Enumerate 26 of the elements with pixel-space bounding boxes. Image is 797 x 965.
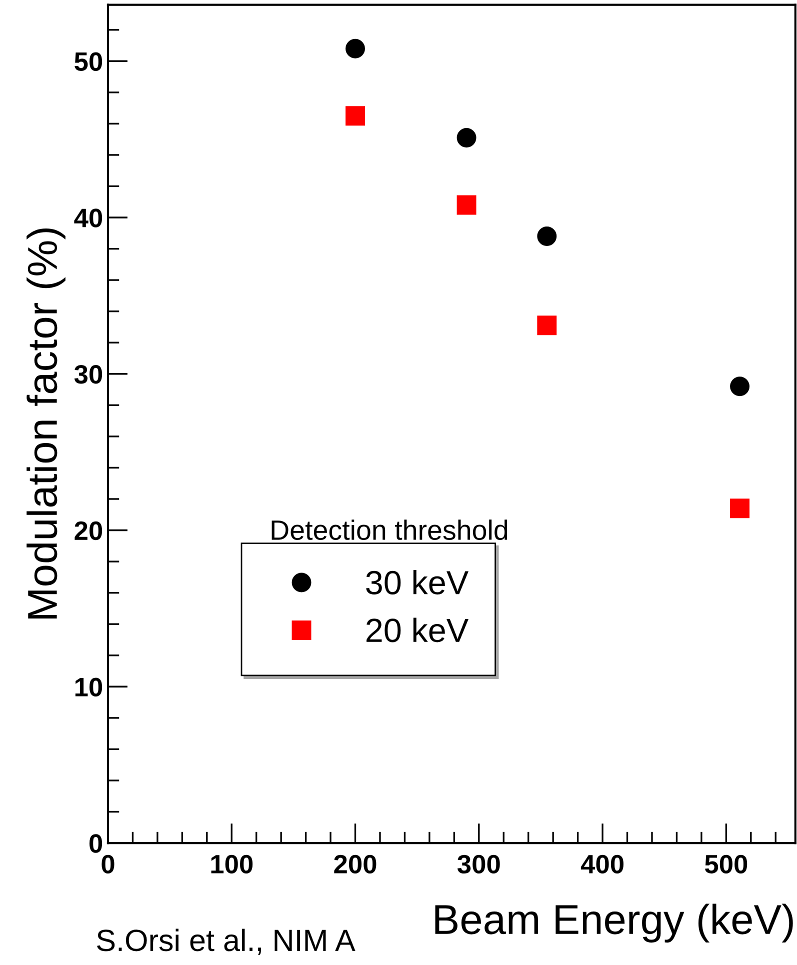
y-tick-label: 10 — [75, 678, 102, 696]
point — [346, 106, 365, 126]
point — [456, 195, 476, 215]
y-tick-label: 20 — [74, 521, 102, 540]
y-tick-label: 50 — [74, 52, 102, 71]
legend-label: 30 keV — [366, 570, 468, 594]
text: S.Orsi et al., NIM A — [97, 928, 356, 955]
legend-label: 20 keV — [366, 618, 468, 642]
point — [537, 316, 557, 336]
x-tick-label: 200 — [334, 854, 376, 874]
legend-title: Detection threshold — [272, 520, 508, 540]
x-tick-label: 500 — [704, 854, 748, 874]
x-tick-label: 300 — [457, 854, 500, 874]
point — [537, 226, 557, 246]
point — [456, 128, 476, 148]
point — [346, 38, 365, 58]
x-tick-label: 100 — [211, 854, 253, 874]
y-axis-title: Modulation factor (%) — [26, 228, 66, 618]
x-tick-label: 400 — [580, 854, 624, 874]
y-tick-label: 30 — [74, 365, 102, 384]
x-tick-label: 0 — [102, 854, 114, 874]
y-tick-label: 0 — [90, 834, 102, 853]
point — [730, 376, 750, 396]
x-axis-title: Beam Energy (keV) — [435, 904, 793, 943]
y-tick-label: 40 — [74, 208, 102, 228]
point — [730, 498, 750, 518]
